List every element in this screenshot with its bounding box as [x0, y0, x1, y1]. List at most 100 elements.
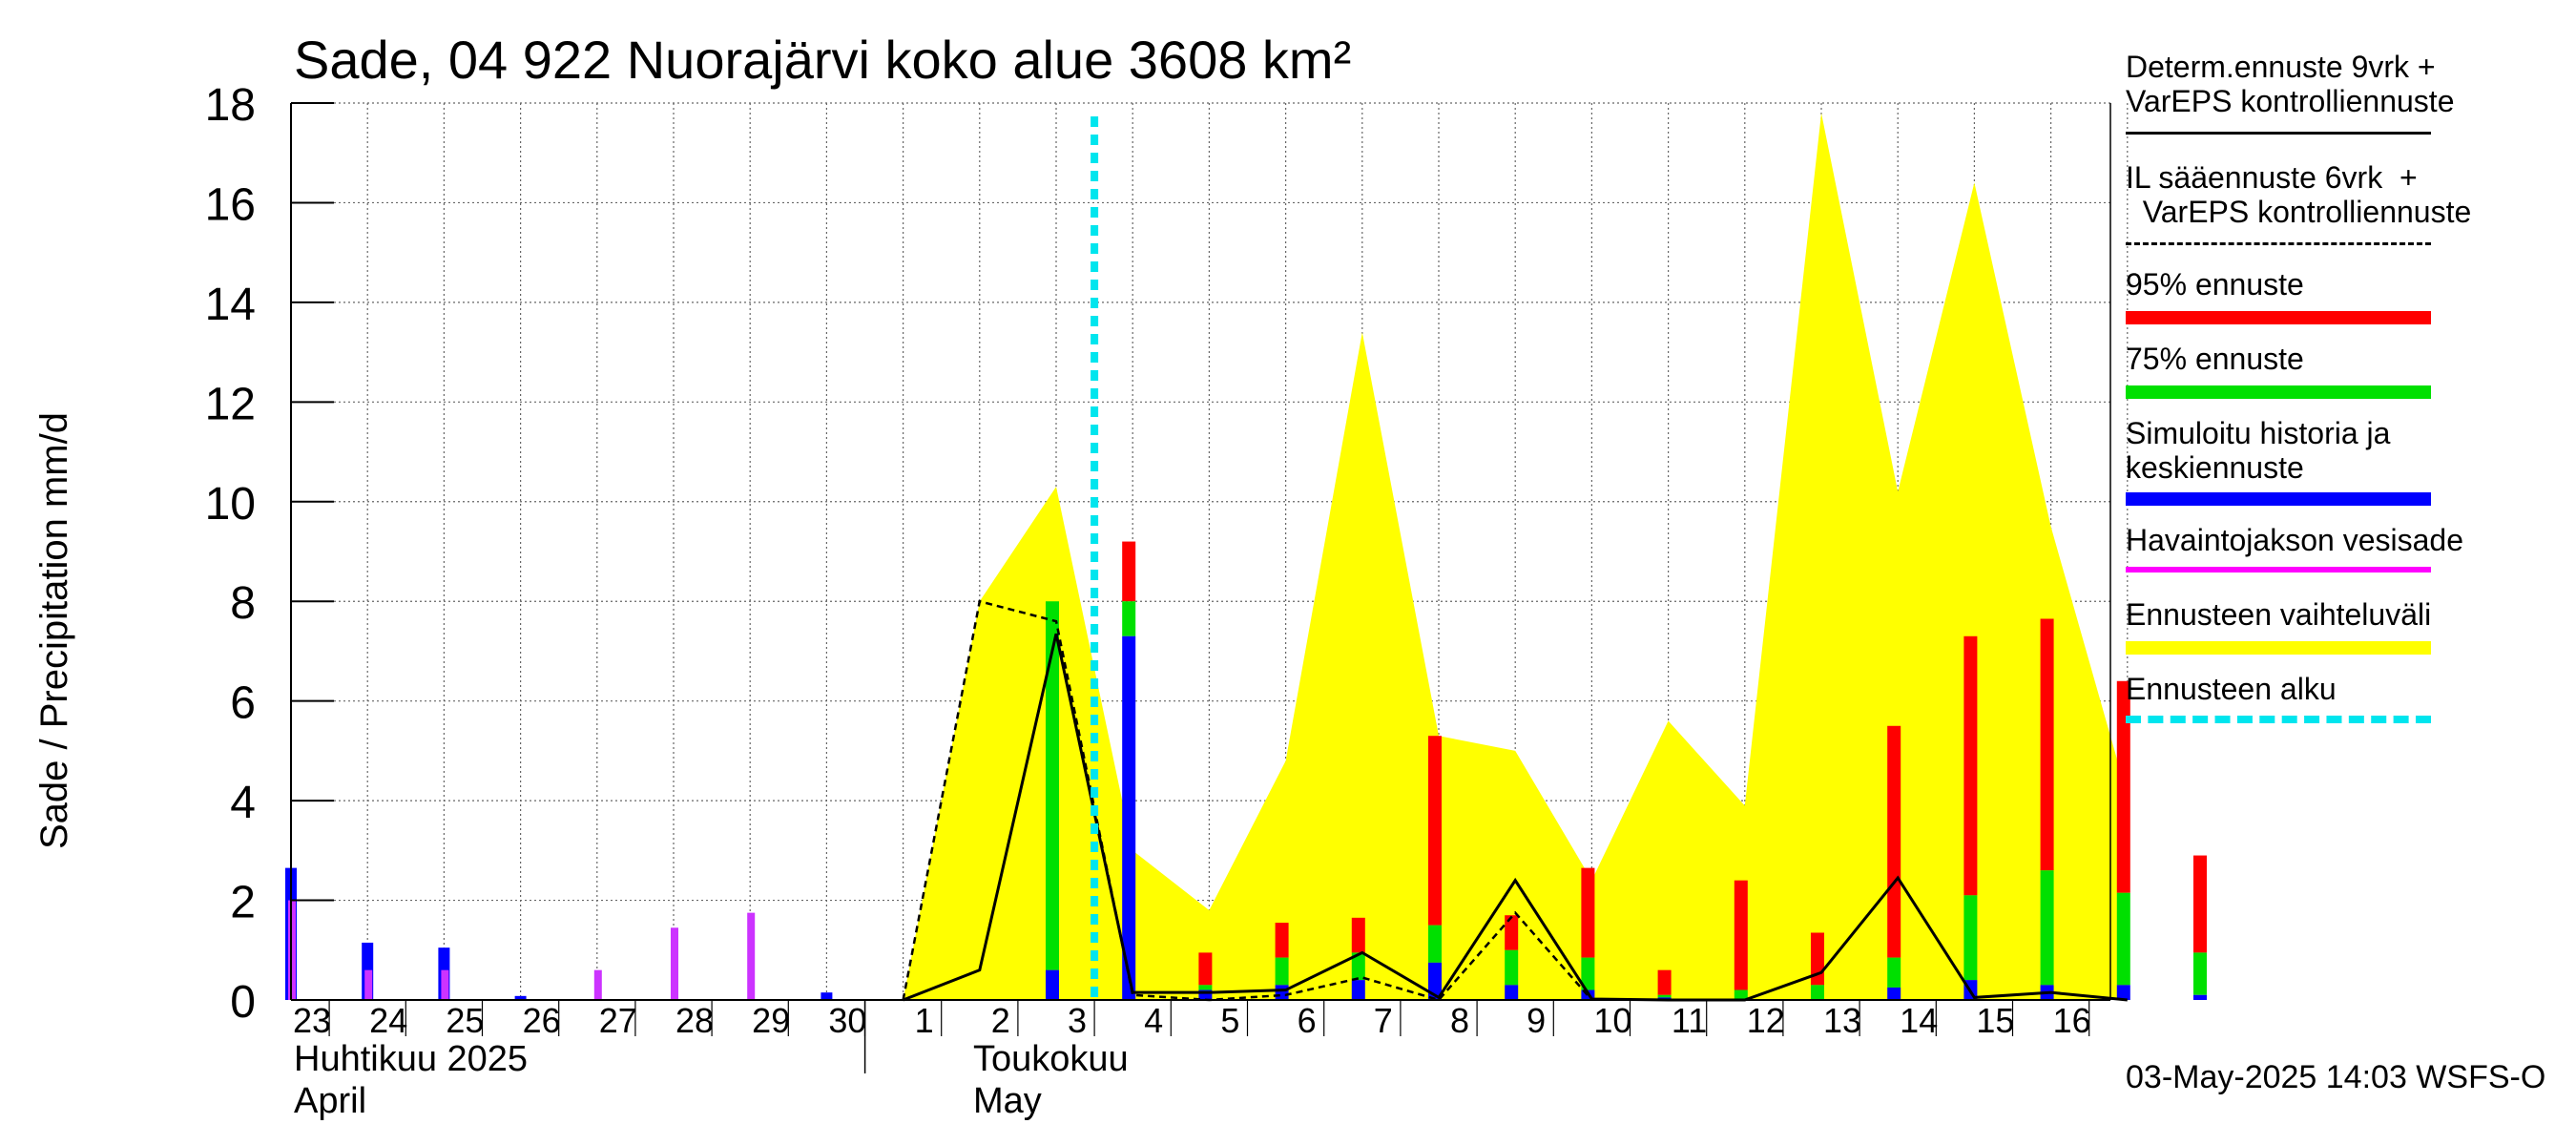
x-tick-label: 3 [1068, 1001, 1087, 1040]
y-tick-label: 8 [230, 578, 256, 629]
legend-item-deterministic: Determ.ennuste 9vrk + VarEPS kontrollien… [2126, 50, 2565, 135]
x-tick-label: 24 [369, 1001, 407, 1040]
forecast-mean-bar [1887, 987, 1901, 1000]
x-tick-label: 10 [1593, 1001, 1631, 1040]
legend-item-75: 75% ennuste [2126, 342, 2565, 399]
forecast-range-area [903, 113, 2128, 1000]
chart-title: Sade, 04 922 Nuorajärvi koko alue 3608 k… [294, 30, 1352, 90]
x-tick-label: 5 [1220, 1001, 1239, 1040]
forecast-75-bar [1351, 952, 1365, 981]
forecast-75-bar [1734, 989, 1748, 1000]
x-tick-label: 2 [991, 1001, 1010, 1040]
x-tick-label: 12 [1747, 1001, 1785, 1040]
y-tick-label: 2 [230, 878, 256, 928]
x-tick-label: 23 [293, 1001, 331, 1040]
forecast-mean-bar [1275, 985, 1289, 1000]
month-label-en: May [973, 1081, 1042, 1121]
forecast-75-bar [1427, 925, 1442, 963]
forecast-95-bar [1505, 915, 1519, 950]
forecast-mean-bar [1351, 980, 1365, 1000]
x-tick-label: 30 [828, 1001, 866, 1040]
legend-swatch [2126, 492, 2431, 506]
forecast-95-bar [1275, 923, 1289, 958]
forecast-75-bar [1657, 994, 1672, 998]
forecast-95-bar [2040, 618, 2054, 871]
forecast-95-bar [1427, 736, 1442, 926]
month-label-may: Toukokuu May [973, 1038, 1129, 1122]
y-tick-label: 18 [205, 80, 256, 131]
observed-precip-bar [747, 912, 756, 1000]
forecast-95-bar [1734, 880, 1748, 990]
y-tick-label: 14 [205, 280, 256, 330]
forecast-95-bar [1657, 969, 1672, 995]
simulated-history-bar [514, 995, 527, 1000]
legend-item-il-forecast: IL sääennuste 6vrk + VarEPS kontrollienn… [2126, 160, 2565, 245]
x-tick-label: 29 [752, 1001, 790, 1040]
forecast-75-bar [1810, 985, 1824, 1000]
legend-label: Ennusteen alku [2126, 672, 2337, 706]
forecast-95-bar [1122, 541, 1136, 602]
legend-swatch [2126, 132, 2431, 135]
legend-label: 95% ennuste [2126, 267, 2304, 302]
legend-label: Simuloitu historia ja keskiennuste [2126, 416, 2391, 485]
observed-precip-bar [671, 927, 678, 1000]
x-tick-label: 4 [1144, 1001, 1163, 1040]
x-tick-label: 28 [675, 1001, 714, 1040]
x-tick-label: 7 [1374, 1001, 1393, 1040]
forecast-75-bar [1581, 957, 1595, 990]
forecast-mean-bar [1198, 989, 1213, 1000]
y-tick-label: 0 [230, 977, 256, 1028]
legend-item-simulated: Simuloitu historia ja keskiennuste [2126, 416, 2565, 506]
forecast-75-bar [2040, 870, 2054, 986]
month-label-fi: Huhtikuu 2025 [294, 1039, 529, 1079]
month-label-fi: Toukokuu [973, 1039, 1129, 1079]
legend-item-95: 95% ennuste [2126, 267, 2565, 324]
legend-label: IL sääennuste 6vrk + VarEPS kontrollienn… [2126, 160, 2472, 229]
forecast-95-bar [1887, 725, 1901, 958]
legend-label: Determ.ennuste 9vrk + VarEPS kontrollien… [2126, 50, 2455, 118]
observed-precip-bar [593, 969, 602, 1000]
forecast-mean-bar [2116, 985, 2130, 1000]
forecast-mean-bar [1045, 969, 1059, 1000]
observed-precip-bar [441, 969, 449, 1000]
x-tick-label: 16 [2053, 1001, 2091, 1040]
simulated-history-bar [821, 992, 833, 1000]
legend-swatch [2126, 641, 2431, 655]
forecast-95-bar [2192, 855, 2207, 953]
legend-label: Ennusteen vaihteluväli [2126, 597, 2432, 632]
y-tick-label: 6 [230, 678, 256, 729]
legend-item-forecast-start: Ennusteen alku [2126, 672, 2565, 723]
forecast-75-bar [1505, 949, 1519, 986]
forecast-95-bar [1198, 952, 1213, 986]
legend-item-range: Ennusteen vaihteluväli [2126, 597, 2565, 655]
y-tick-label: 10 [205, 479, 256, 530]
forecast-95-bar [1581, 867, 1595, 958]
x-tick-label: 6 [1298, 1001, 1317, 1040]
forecast-75-bar [2192, 952, 2207, 995]
forecast-mean-bar [1122, 635, 1136, 1000]
legend-swatch [2126, 567, 2431, 572]
forecast-95-bar [1963, 635, 1978, 896]
forecast-75-bar [1045, 601, 1059, 970]
forecast-75-bar [1275, 957, 1289, 986]
y-tick-label: 4 [230, 778, 256, 828]
forecast-75-bar [1122, 601, 1136, 636]
x-tick-label: 25 [446, 1001, 484, 1040]
x-tick-label: 14 [1900, 1001, 1938, 1040]
y-tick-label: 12 [205, 379, 256, 429]
x-tick-label: 26 [523, 1001, 561, 1040]
x-tick-label: 11 [1672, 1001, 1707, 1040]
y-tick-label: 16 [205, 179, 256, 230]
legend-swatch [2126, 311, 2431, 324]
forecast-75-bar [1963, 895, 1978, 981]
forecast-95-bar [2116, 680, 2130, 893]
x-tick-label: 1 [915, 1001, 934, 1040]
x-tick-label: 9 [1527, 1001, 1546, 1040]
forecast-mean-bar [1427, 962, 1442, 1000]
legend-swatch [2126, 385, 2431, 399]
forecast-95-bar [1351, 917, 1365, 953]
legend-label: Havaintojakson vesisade [2126, 523, 2463, 557]
legend-swatch [2126, 716, 2431, 723]
forecast-75-bar [2116, 892, 2130, 986]
